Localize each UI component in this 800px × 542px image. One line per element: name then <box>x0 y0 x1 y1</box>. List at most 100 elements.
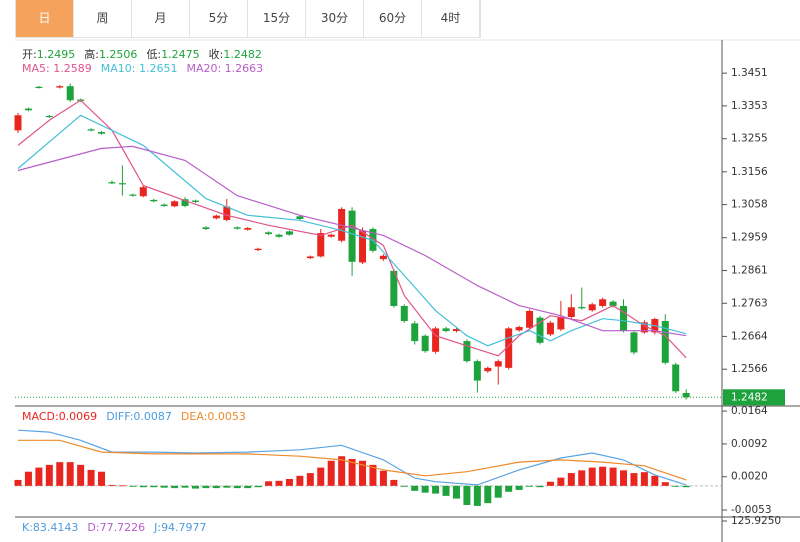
macd-bar <box>682 485 690 488</box>
legend-item: MACD:0.0069 <box>22 410 97 423</box>
candle-body <box>14 115 22 131</box>
candle-body <box>526 310 534 328</box>
y-tick-label: 1.2959 <box>731 232 768 244</box>
legend-item: DEA:0.0053 <box>181 410 246 423</box>
candle-body <box>139 187 147 197</box>
candle-body <box>390 270 398 306</box>
legend-item: MA10: 1.2651 <box>101 62 178 75</box>
period-tab[interactable]: 4时 <box>422 0 480 37</box>
y-tick-label: 1.2664 <box>731 330 768 342</box>
candle-body <box>98 132 106 134</box>
indicator-line <box>17 114 687 347</box>
legend-value: 1.2589 <box>53 62 92 75</box>
y-tick-label: 1.3156 <box>731 166 768 178</box>
candle-body <box>473 361 481 381</box>
legend-label: DIFF: <box>106 410 134 423</box>
candle-body <box>317 233 325 257</box>
legend-label: 收: <box>208 48 224 61</box>
candle-body <box>515 327 523 331</box>
macd-bar <box>661 482 669 486</box>
candle-body <box>609 301 617 306</box>
period-tab[interactable]: 月 <box>132 0 190 37</box>
legend-label: MA10: <box>100 62 136 75</box>
macd-bar <box>442 485 450 496</box>
macd-bar <box>118 485 126 487</box>
candle-body <box>359 230 367 263</box>
macd-bar <box>66 462 74 486</box>
macd-bar <box>452 485 460 499</box>
macd-bar <box>35 467 43 486</box>
candle-body <box>567 307 575 318</box>
macd-bar <box>651 475 659 486</box>
period-tabs: 日周月 5分 15分 30分 60分 4时 <box>15 0 481 38</box>
legend-label: MA5: <box>22 62 50 75</box>
candle-body <box>118 183 126 185</box>
y-tick-label: 0.0092 <box>731 438 768 450</box>
macd-bar <box>275 480 283 486</box>
macd-bar <box>181 485 189 488</box>
macd-bar <box>108 484 116 486</box>
candle-body <box>171 201 179 207</box>
candle-body <box>129 194 137 196</box>
legend-item: DIFF:0.0087 <box>106 410 172 423</box>
macd-bar <box>400 485 408 487</box>
macd-bar <box>588 467 596 486</box>
macd-bar <box>348 458 356 486</box>
candle-body <box>536 317 544 343</box>
macd-bar <box>609 467 617 486</box>
candle-body <box>400 305 408 322</box>
legend-item: 低:1.2475 <box>146 46 199 62</box>
candle-body <box>212 215 220 219</box>
legend-value: 1.2495 <box>36 48 76 61</box>
candle-body <box>296 216 304 219</box>
candle-body <box>202 227 210 230</box>
macd-bar <box>640 472 648 486</box>
macd-bar <box>672 485 680 487</box>
candle-body <box>348 210 356 262</box>
legend-item: 开:1.2495 <box>22 46 75 62</box>
macd-bar <box>546 481 554 486</box>
macd-bar <box>567 473 575 486</box>
period-tab[interactable]: 5分 <box>190 0 248 37</box>
candle-body <box>463 341 471 362</box>
kdj-legend: K:83.4143 D:77.7226 J:94.7977 <box>22 521 207 534</box>
y-tick-label: 1.3058 <box>731 199 768 211</box>
y-tick-label: -0.0053 <box>731 504 772 516</box>
legend-item: J:94.7977 <box>154 521 206 534</box>
macd-bar <box>14 479 22 486</box>
macd-bar <box>359 460 367 486</box>
candle-body <box>578 306 586 309</box>
macd-bar <box>411 485 419 491</box>
candle-body <box>233 227 241 229</box>
candle-body <box>285 231 293 235</box>
macd-legend: MACD:0.0069 DIFF:0.0087 DEA:0.0053 <box>22 410 246 423</box>
legend-label: 开: <box>22 48 37 61</box>
legend-label: MA20: <box>186 62 222 75</box>
legend-value: 83.4143 <box>32 521 79 534</box>
period-tab[interactable]: 周 <box>74 0 132 37</box>
macd-bar <box>233 485 241 489</box>
macd-bar <box>254 485 262 488</box>
macd-bar <box>473 485 481 506</box>
ma-legend: MA5: 1.2589 MA10: 1.2651 MA20: 1.2663 <box>22 62 263 75</box>
period-tab[interactable]: 15分 <box>248 0 306 37</box>
legend-item: MA5: 1.2589 <box>22 62 92 75</box>
macd-bar <box>150 485 158 488</box>
candle-body <box>661 321 669 363</box>
macd-bar <box>536 485 544 488</box>
candle-body <box>181 199 189 206</box>
macd-bar <box>338 456 346 486</box>
period-tab[interactable]: 30分 <box>306 0 364 37</box>
y-tick-label: 0.0020 <box>731 471 768 483</box>
macd-bar <box>599 466 607 486</box>
period-tab[interactable]: 日 <box>16 0 74 37</box>
macd-bar <box>390 479 398 486</box>
candle-body <box>546 322 554 335</box>
macd-bar <box>98 471 106 486</box>
candle-body <box>150 199 158 202</box>
candle-body <box>24 108 32 111</box>
period-tab[interactable]: 60分 <box>364 0 422 37</box>
macd-bar <box>494 485 502 498</box>
